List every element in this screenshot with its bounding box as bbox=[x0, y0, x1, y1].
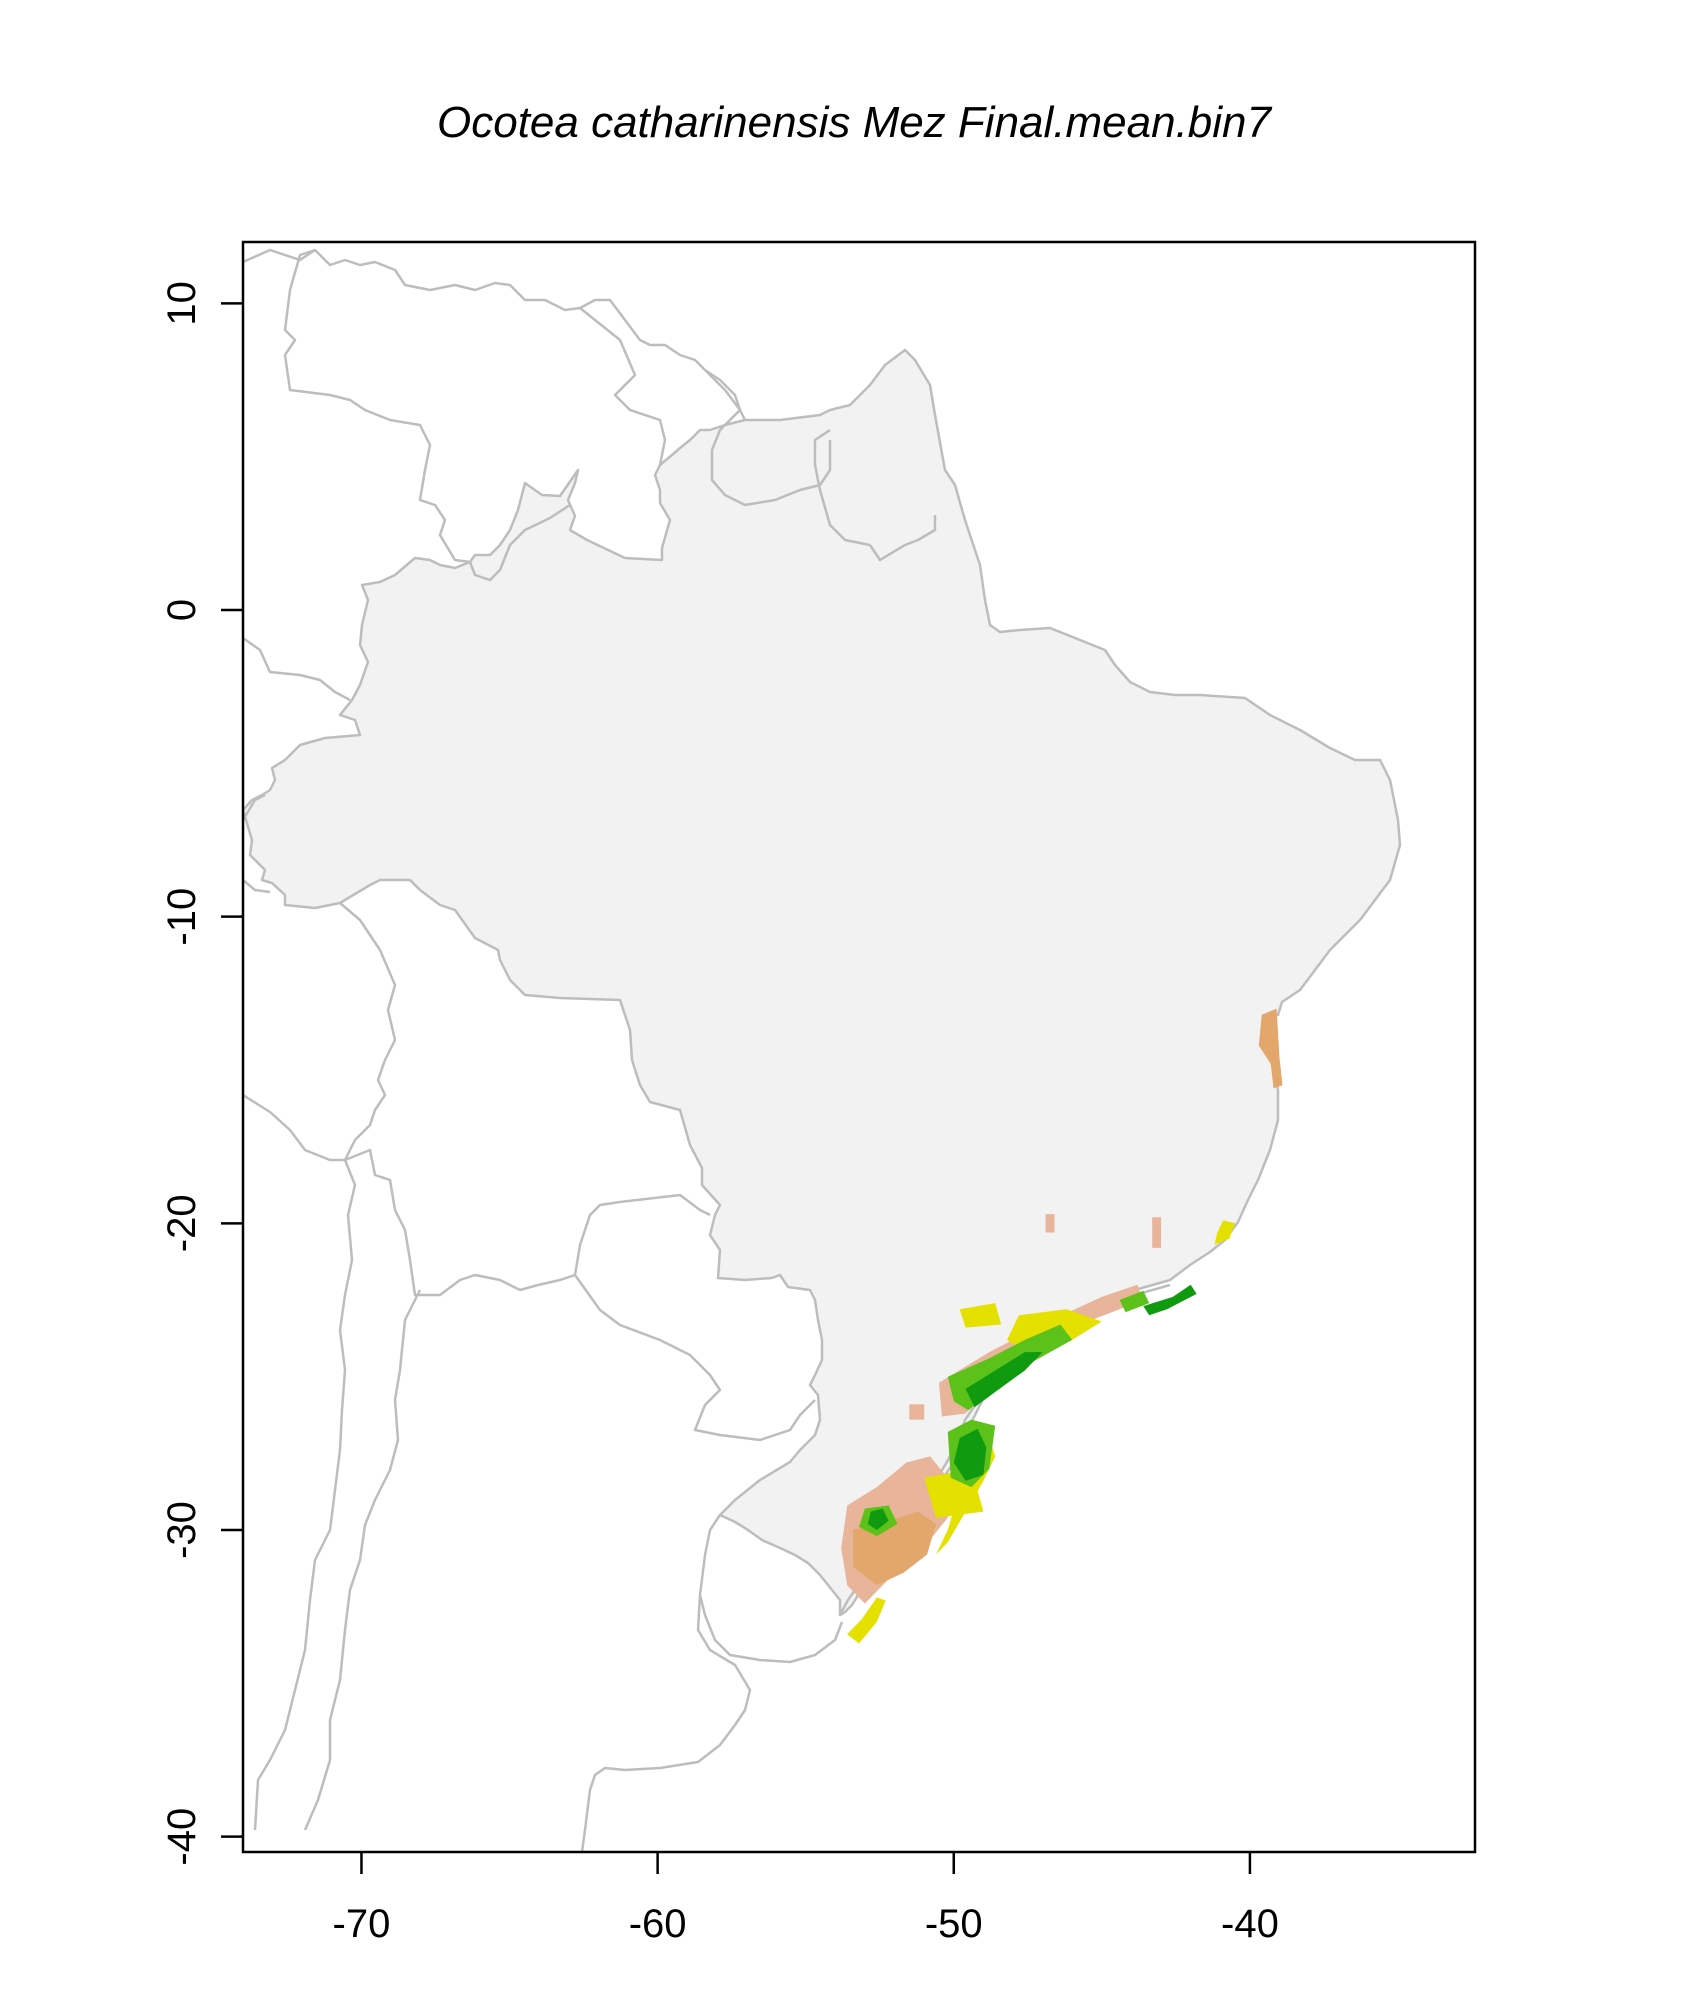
map-area bbox=[243, 248, 1402, 1852]
y-tick-label: 10 bbox=[160, 281, 204, 326]
border-argentina-coast bbox=[580, 1594, 752, 1852]
border-peru-coast bbox=[243, 1093, 345, 1162]
border-bolivia-argentina bbox=[344, 1148, 576, 1297]
border-suriname-french-guiana bbox=[813, 428, 871, 547]
border-paraguay-argentina bbox=[573, 1274, 816, 1442]
suitability-patch-very-high bbox=[867, 1508, 889, 1530]
border-bolivia-paraguay bbox=[573, 1193, 711, 1276]
y-axis: 10 0 -10 -20 -30 -40 bbox=[160, 281, 243, 1866]
suitability-patch-very-high bbox=[953, 1428, 987, 1481]
suitability-patch-very-low bbox=[909, 1404, 925, 1420]
x-tick-label: -60 bbox=[629, 1902, 687, 1946]
x-tick-label: -50 bbox=[925, 1902, 983, 1946]
border-chile-bolivia bbox=[253, 1159, 357, 1831]
suitability-patch-medium bbox=[847, 1597, 886, 1644]
map-title: Ocotea catharinensis Mez Final.mean.bin7 bbox=[437, 98, 1273, 147]
border-ecuador-peru bbox=[243, 793, 266, 821]
border-venezuela-colombia bbox=[243, 248, 747, 421]
brazil-region bbox=[243, 348, 1402, 1617]
border-argentina-chile-south bbox=[303, 1289, 422, 1831]
y-tick-label: -30 bbox=[160, 1501, 204, 1559]
suitability-patch-very-low bbox=[1045, 1214, 1055, 1233]
border-french-guiana bbox=[868, 515, 937, 562]
suitability-patch-very-high bbox=[965, 1352, 1043, 1408]
plot-frame bbox=[241, 240, 1477, 1854]
x-axis: -70 -60 -50 -40 bbox=[333, 1852, 1279, 1946]
y-tick-label: -40 bbox=[160, 1808, 204, 1866]
border-colombia-inner bbox=[283, 248, 571, 582]
suitability-patch-medium bbox=[959, 1303, 1002, 1328]
suitability-layer bbox=[841, 1008, 1283, 1644]
suitability-patch-very-high bbox=[1143, 1284, 1197, 1316]
suitability-patch-very-low bbox=[1152, 1217, 1162, 1248]
x-tick-label: -40 bbox=[1221, 1902, 1279, 1946]
suitability-patch-low bbox=[1258, 1008, 1283, 1089]
border-colombia-peru bbox=[243, 636, 351, 702]
border-west-edge bbox=[243, 879, 271, 894]
y-tick-label: -20 bbox=[160, 1194, 204, 1252]
suitability-patch-high bbox=[1119, 1290, 1150, 1313]
border-argentina-uruguay bbox=[698, 1514, 844, 1664]
x-tick-label: -70 bbox=[333, 1902, 391, 1946]
border-peru-bolivia bbox=[339, 902, 397, 1161]
border-venezuela-guyana bbox=[579, 307, 667, 466]
y-tick-label: 0 bbox=[160, 599, 204, 621]
suitability-patch-medium bbox=[1214, 1220, 1236, 1245]
y-tick-label: -10 bbox=[160, 888, 204, 946]
